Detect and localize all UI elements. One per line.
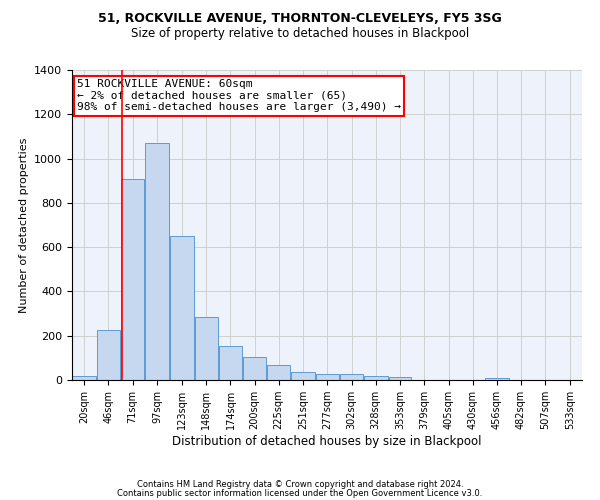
Text: Size of property relative to detached houses in Blackpool: Size of property relative to detached ho… [131,28,469,40]
Text: Contains public sector information licensed under the Open Government Licence v3: Contains public sector information licen… [118,489,482,498]
Bar [340,374,363,380]
Bar [364,376,388,380]
Bar [73,376,96,380]
Bar [243,357,266,380]
Y-axis label: Number of detached properties: Number of detached properties [19,138,29,312]
Text: 51, ROCKVILLE AVENUE, THORNTON-CLEVELEYS, FY5 3SG: 51, ROCKVILLE AVENUE, THORNTON-CLEVELEYS… [98,12,502,26]
Bar [170,236,194,380]
Bar [97,330,120,380]
Bar [316,374,340,380]
Bar [194,317,218,380]
Text: Contains HM Land Registry data © Crown copyright and database right 2024.: Contains HM Land Registry data © Crown c… [137,480,463,489]
Bar [219,346,242,380]
X-axis label: Distribution of detached houses by size in Blackpool: Distribution of detached houses by size … [172,435,482,448]
Text: 51 ROCKVILLE AVENUE: 60sqm
← 2% of detached houses are smaller (65)
98% of semi-: 51 ROCKVILLE AVENUE: 60sqm ← 2% of detac… [77,80,401,112]
Bar [268,364,290,380]
Bar [485,378,509,380]
Bar [121,178,145,380]
Bar [389,378,411,380]
Bar [145,143,169,380]
Bar [291,372,314,380]
